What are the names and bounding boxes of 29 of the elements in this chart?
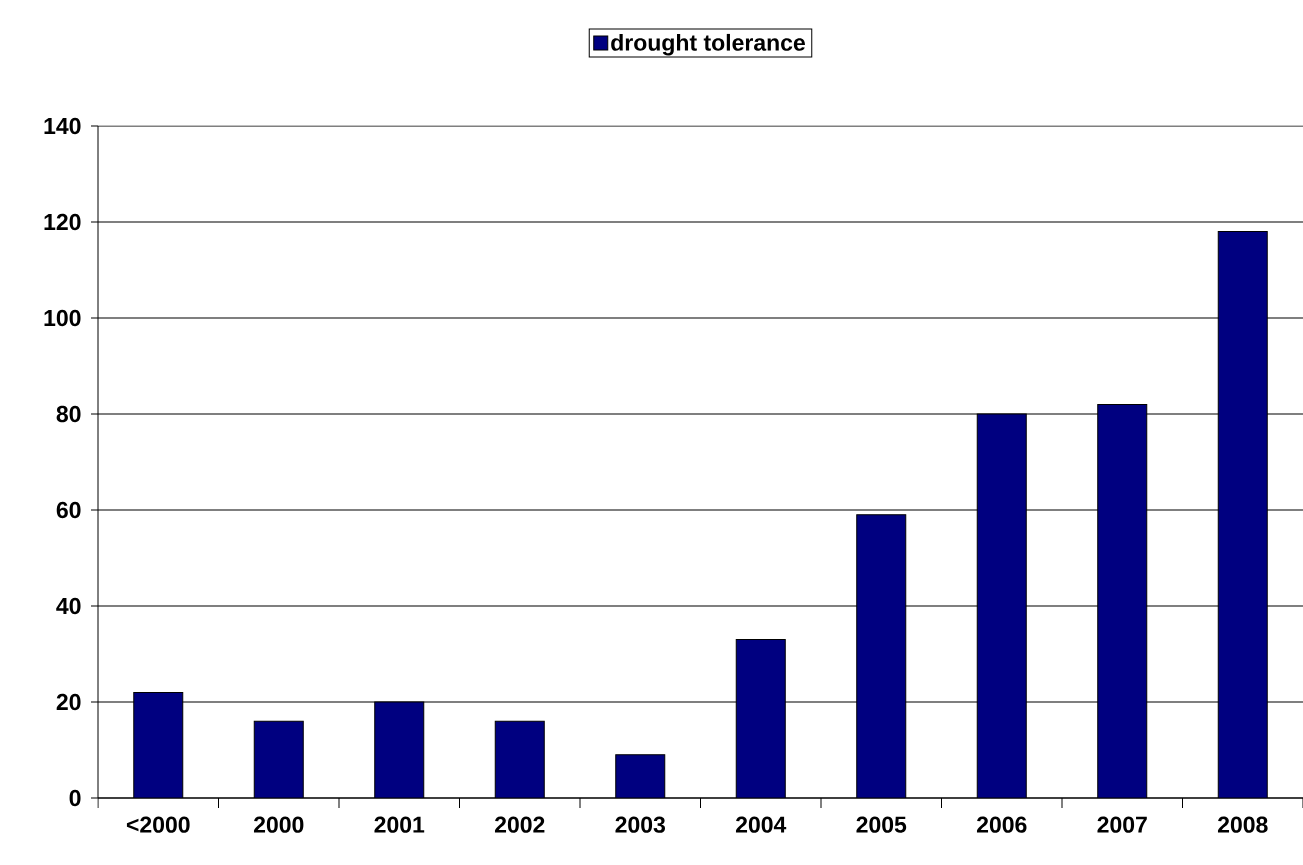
y-tick-label: 120: [44, 213, 81, 231]
x-tick-label: <2000: [126, 816, 190, 833]
bar: [856, 514, 907, 798]
bar: [133, 691, 184, 798]
y-tick-label: 80: [56, 405, 81, 423]
x-tick-label: 2007: [1097, 816, 1147, 833]
y-tick-label: 40: [56, 597, 81, 615]
x-tick-label: 2000: [253, 816, 304, 833]
bar: [1097, 403, 1148, 798]
x-tick-label: 2002: [494, 816, 545, 833]
y-tick-label: 60: [56, 501, 81, 519]
bar: [976, 413, 1027, 798]
bar: [615, 754, 666, 798]
x-tick-label: 2005: [856, 816, 907, 833]
bar: [735, 639, 786, 798]
x-tick-label: 2006: [976, 816, 1027, 833]
y-tick-label: 0: [69, 789, 81, 807]
bar: [494, 720, 545, 798]
x-tick-label: 2008: [1217, 816, 1268, 833]
legend-label: drought tolerance: [611, 33, 805, 56]
x-tick-label: 2001: [374, 816, 425, 833]
y-tick-label: 20: [56, 693, 81, 711]
y-tick-label: 100: [44, 309, 81, 327]
x-tick-label: 2003: [615, 816, 665, 833]
bar: [253, 720, 304, 798]
y-tick-label: 140: [44, 117, 81, 135]
bar: [1217, 231, 1268, 798]
bar: [374, 701, 425, 798]
x-tick-label: 2004: [735, 816, 787, 833]
